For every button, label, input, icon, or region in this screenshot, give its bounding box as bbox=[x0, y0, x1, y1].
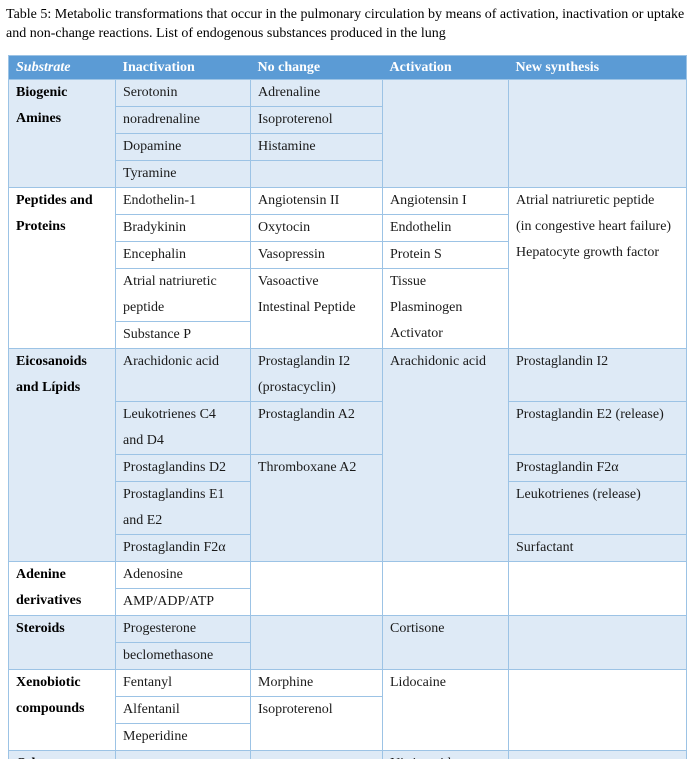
cell-inactivation: Encephalin bbox=[115, 241, 251, 269]
table-row: Prostaglandins E1 and E2 Leukotrienes (r… bbox=[9, 481, 687, 535]
cell-activation: Arachidonic acid bbox=[382, 348, 509, 562]
cell-new-synthesis: Prostaglandin I2 bbox=[508, 348, 687, 402]
cell-no-change: Prostaglandin I2 (prostacyclin) bbox=[250, 348, 383, 402]
table-row: Peptides and Proteins Endothelin-1 Angio… bbox=[8, 187, 687, 349]
cell-inactivation: AMP/ADP/ATP bbox=[115, 588, 251, 616]
cell-substrate: Peptides and Proteins bbox=[8, 187, 116, 349]
cell-substrate: Biogenic Amines bbox=[8, 79, 116, 188]
cell-inactivation: Fentanyl bbox=[115, 669, 251, 697]
cell-no-change: Morphine bbox=[250, 669, 383, 697]
col-header-inactivation: Inactivation bbox=[115, 55, 251, 80]
cell-substrate: Adenine derivatives bbox=[8, 561, 116, 616]
cell-substrate: Xenobiotic compounds bbox=[8, 669, 116, 751]
cell-substrate: Others bbox=[8, 750, 116, 759]
table-row: Meperidine bbox=[9, 723, 687, 751]
cell-inactivation: Tyramine bbox=[115, 160, 251, 188]
table-row: Xenobiotic compounds Fentanyl Morphine L… bbox=[8, 669, 687, 751]
cell-no-change: Vasoactive Intestinal Peptide bbox=[250, 268, 383, 349]
col-header-new-synthesis: New synthesis bbox=[508, 55, 687, 80]
table-row: Steroids Progesterone Cortisone bbox=[8, 615, 687, 670]
cell-activation-empty bbox=[382, 561, 509, 616]
cell-activation: Protein S bbox=[382, 241, 509, 269]
cell-activation: Endothelin bbox=[382, 214, 509, 242]
cell-new-synthesis-empty bbox=[508, 750, 687, 759]
cell-inactivation-empty bbox=[115, 750, 251, 759]
cell-inactivation: Serotonin bbox=[115, 79, 251, 107]
table-row: noradrenaline Isoproterenol bbox=[9, 106, 687, 134]
cell-new-synthesis: Leukotrienes (release) bbox=[508, 481, 687, 535]
table-row: Eicosanoids and Lípids Arachidonic acid … bbox=[8, 348, 687, 562]
cell-new-synthesis: Atrial natriuretic peptide (in congestiv… bbox=[508, 187, 687, 349]
cell-no-change: Histamine bbox=[250, 133, 383, 161]
cell-no-change: Vasopressin bbox=[250, 241, 383, 269]
cell-no-change: Angiotensin II bbox=[250, 187, 383, 215]
cell-inactivation: Dopamine bbox=[115, 133, 251, 161]
metabolic-transformations-table: Substrate Inactivation No change Activat… bbox=[8, 55, 687, 759]
table-row: Encephalin Vasopressin Protein S bbox=[9, 241, 687, 269]
cell-substrate: Steroids bbox=[8, 615, 116, 670]
cell-substrate: Eicosanoids and Lípids bbox=[8, 348, 116, 562]
cell-new-synthesis-empty bbox=[508, 561, 687, 616]
cell-new-synthesis-empty bbox=[508, 669, 687, 751]
table-row: Alfentanil Isoproterenol bbox=[9, 696, 687, 751]
cell-no-change: Prostaglandin A2 bbox=[250, 401, 383, 455]
col-header-substrate: Substrate bbox=[8, 55, 116, 80]
cell-inactivation: Substance P bbox=[115, 321, 251, 349]
table-row: Adenine derivatives Adenosine bbox=[8, 561, 687, 616]
table-caption: Table 5: Metabolic transformations that … bbox=[6, 7, 685, 41]
cell-inactivation: Meperidine bbox=[115, 723, 251, 751]
table-row: Prostaglandin F2α Surfactant bbox=[9, 534, 687, 562]
cell-inactivation: Endothelin-1 bbox=[115, 187, 251, 215]
cell-no-change: Isoproterenol bbox=[250, 696, 383, 751]
table-row: AMP/ADP/ATP bbox=[9, 588, 687, 616]
cell-new-synthesis: Prostaglandin E2 (release) bbox=[508, 401, 687, 455]
cell-inactivation: Atrial natriuretic peptide bbox=[115, 268, 251, 322]
cell-no-change: Isoproterenol bbox=[250, 106, 383, 134]
cell-no-change: Oxytocin bbox=[250, 214, 383, 242]
cell-inactivation: Alfentanil bbox=[115, 696, 251, 724]
table-row: beclomethasone bbox=[9, 642, 687, 670]
cell-no-change-empty bbox=[250, 561, 383, 616]
cell-no-change-empty bbox=[250, 750, 383, 759]
table-row: Prostaglandins D2 Thromboxane A2 Prostag… bbox=[9, 454, 687, 562]
cell-new-synthesis-empty bbox=[508, 79, 687, 188]
cell-activation-empty bbox=[382, 79, 509, 188]
cell-inactivation: Leukotrienes C4 and D4 bbox=[115, 401, 251, 455]
table-row: Tyramine bbox=[9, 160, 687, 188]
table-row: Leukotrienes C4 and D4 Prostaglandin A2 … bbox=[9, 401, 687, 455]
cell-new-synthesis: Prostaglandin F2α bbox=[508, 454, 687, 482]
cell-new-synthesis: Surfactant bbox=[508, 534, 687, 562]
table-row: Substance P bbox=[9, 321, 687, 349]
header-row: Substrate Inactivation No change Activat… bbox=[8, 55, 687, 80]
cell-activation: Lidocaine bbox=[382, 669, 509, 751]
cell-inactivation: Arachidonic acid bbox=[115, 348, 251, 402]
cell-activation: Nitric oxide bbox=[382, 750, 509, 759]
cell-inactivation: beclomethasone bbox=[115, 642, 251, 670]
cell-new-synthesis-empty bbox=[508, 615, 687, 670]
cell-activation: Angiotensin I bbox=[382, 187, 509, 215]
table-row: Biogenic Amines Serotonin Adrenaline bbox=[8, 79, 687, 188]
table-row: Bradykinin Oxytocin Endothelin bbox=[9, 214, 687, 242]
cell-activation: Cortisone bbox=[382, 615, 509, 670]
cell-no-change: Thromboxane A2 bbox=[250, 454, 383, 562]
cell-inactivation: Prostaglandins D2 bbox=[115, 454, 251, 482]
cell-no-change-empty bbox=[250, 160, 383, 188]
cell-no-change-empty bbox=[250, 615, 383, 670]
table-row: Others Nitric oxide bbox=[8, 750, 687, 759]
cell-inactivation: noradrenaline bbox=[115, 106, 251, 134]
cell-inactivation: Adenosine bbox=[115, 561, 251, 589]
cell-activation: Tissue Plasminogen Activator bbox=[382, 268, 509, 349]
table-row: Atrial natriuretic peptide Vasoactive In… bbox=[9, 268, 687, 349]
col-header-no-change: No change bbox=[250, 55, 383, 80]
col-header-activation: Activation bbox=[382, 55, 509, 80]
cell-inactivation: Prostaglandins E1 and E2 bbox=[115, 481, 251, 535]
cell-no-change: Adrenaline bbox=[250, 79, 383, 107]
cell-inactivation: Bradykinin bbox=[115, 214, 251, 242]
cell-inactivation: Progesterone bbox=[115, 615, 251, 643]
cell-inactivation: Prostaglandin F2α bbox=[115, 534, 251, 562]
